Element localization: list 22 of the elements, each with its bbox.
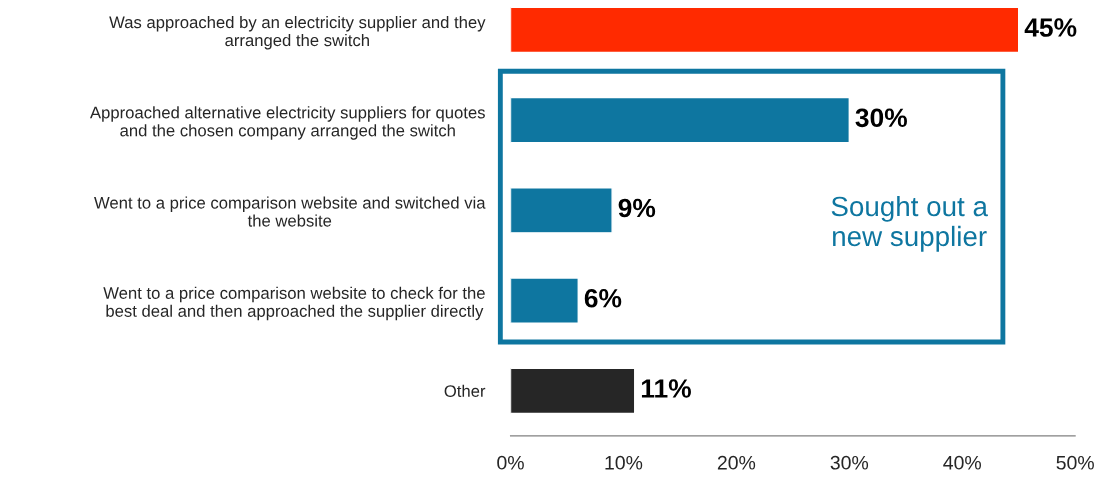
x-tick-label: 10% xyxy=(605,455,643,470)
x-tick-label: 50% xyxy=(1056,455,1094,470)
bar xyxy=(510,96,850,144)
bar xyxy=(510,277,579,324)
y-tick-label: Approached alternative electricity suppliers for quotes and the chosen company arranged the switch xyxy=(89,106,485,140)
annotation: Sought out a new supplier xyxy=(831,195,988,252)
x-tick-label: 0% xyxy=(497,455,524,470)
bar xyxy=(510,187,613,234)
y-tick-label: Other xyxy=(444,384,486,397)
data-label: 45% xyxy=(1024,18,1077,37)
data-label: 6% xyxy=(584,288,622,308)
data-label: 11% xyxy=(641,379,691,398)
x-tick-label: 20% xyxy=(717,455,756,470)
bar xyxy=(510,367,636,415)
y-tick-label: Was approached by an electricity supplier and they arranged the switch xyxy=(109,15,486,50)
y-tick-label: Went to a price comparison website to check for the best deal and then approached the supplier directly xyxy=(103,286,485,321)
bar xyxy=(510,6,1020,54)
data-label: 9% xyxy=(618,198,656,218)
x-tick-label: 40% xyxy=(943,455,981,470)
x-tick-label: 30% xyxy=(830,455,869,470)
data-label: 30% xyxy=(855,108,907,128)
y-tick-label: Went to a price comparison website and switched via the website xyxy=(94,196,486,227)
